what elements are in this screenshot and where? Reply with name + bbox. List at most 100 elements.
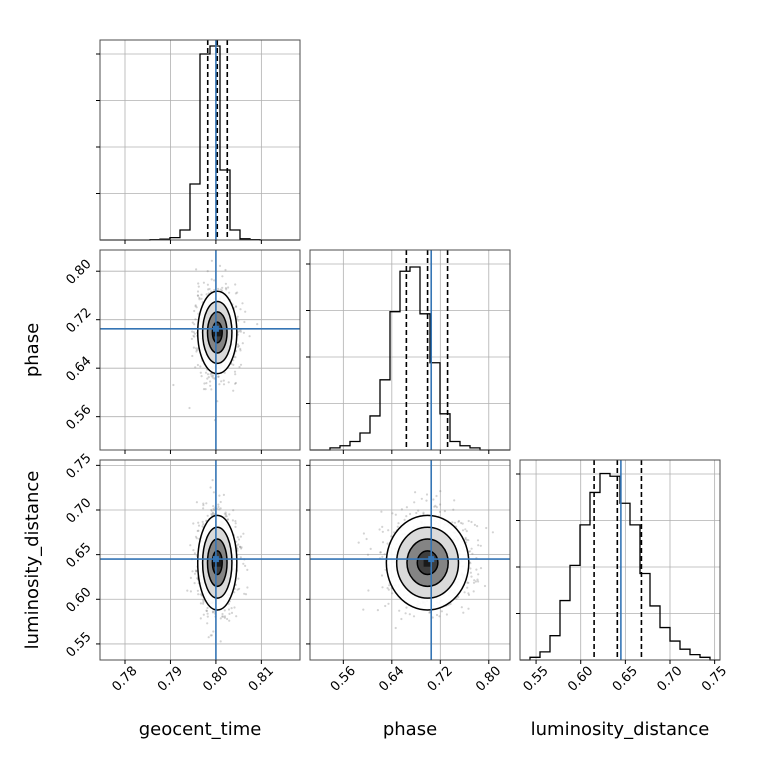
scatter-point — [235, 305, 238, 308]
scatter-point — [380, 574, 384, 577]
scatter-point — [485, 526, 488, 530]
contour-phase-geocent_time-0 — [196, 290, 238, 375]
scatter-point — [222, 493, 225, 496]
scatter-point — [397, 522, 400, 525]
scatter-point — [224, 515, 227, 518]
truth-layer — [100, 40, 622, 660]
scatter-point — [227, 286, 230, 289]
xtick-label-luminosity_distance-0: 0.55 — [521, 664, 552, 695]
scatter-point — [209, 384, 212, 387]
scatter-point — [202, 281, 205, 284]
scatter-point — [467, 607, 470, 610]
scatter-point — [199, 365, 202, 368]
scatter-point — [221, 612, 224, 616]
scatter-point — [238, 330, 241, 333]
scatter-point — [206, 377, 209, 380]
scatter-point — [467, 593, 471, 597]
scatter-point — [239, 347, 242, 350]
scatter-point — [464, 536, 467, 540]
scatter-point — [237, 538, 241, 541]
scatter-point — [237, 543, 240, 546]
scatter-point — [212, 630, 215, 633]
scatter-point — [244, 593, 248, 596]
scatter-point — [443, 510, 446, 513]
scatter-point — [206, 514, 209, 517]
scatter-point — [234, 522, 237, 525]
scatter-point — [194, 366, 197, 369]
scatter-point — [221, 286, 224, 289]
scatter-point — [209, 486, 212, 489]
scatter-point — [219, 500, 222, 504]
scatter-point — [206, 612, 209, 615]
scatter-point — [471, 552, 474, 555]
contour-luminosity_distance-phase-0 — [385, 514, 470, 611]
scatter-point — [207, 288, 210, 291]
scatter-point — [469, 567, 472, 570]
scatter-point — [470, 547, 473, 550]
scatter-point — [216, 400, 219, 403]
scatter-point — [463, 591, 466, 594]
scatter-point — [381, 541, 385, 544]
contour-layer — [196, 290, 470, 611]
scatter-point — [238, 545, 242, 548]
scatter-point — [467, 592, 470, 595]
scatter-point — [381, 586, 384, 589]
scatter-point — [223, 371, 226, 374]
scatter-point — [172, 383, 175, 387]
scatter-point — [201, 520, 204, 524]
contour-luminosity_distance-geocent_time-3 — [211, 550, 223, 576]
scatter-point — [453, 521, 457, 524]
scatter-point — [438, 615, 441, 618]
scatter-point — [206, 270, 209, 273]
scatter-point — [469, 550, 472, 553]
panel-frame-2-2 — [519, 459, 721, 661]
scatter-point — [384, 604, 387, 608]
scatter-point — [483, 584, 487, 588]
scatter-point — [217, 503, 220, 506]
scatter-point — [195, 501, 198, 504]
scatter-point — [457, 595, 460, 599]
scatter-point — [239, 330, 242, 333]
ytick-label-luminosity_distance-4: 0.75 — [64, 451, 95, 482]
scatter-point — [412, 615, 416, 618]
scatter-point — [202, 613, 205, 616]
scatter-point — [204, 371, 208, 374]
scatter-point — [194, 535, 198, 538]
ytick-label-luminosity_distance-0: 0.55 — [64, 629, 95, 660]
scatter-point — [213, 279, 216, 282]
scatter-point — [467, 581, 470, 585]
scatter-point — [234, 283, 237, 286]
scatter-point — [224, 268, 227, 272]
scatter-point — [206, 373, 210, 376]
density-peak-luminosity_distance-geocent_time — [213, 558, 222, 567]
scatter-point — [196, 294, 200, 297]
truth-marker-luminosity_distance-geocent_time — [212, 556, 219, 563]
tick-layer — [96, 53, 716, 664]
scatter-point — [236, 343, 239, 346]
scatter-point — [197, 524, 201, 527]
contour-phase-geocent_time-3 — [211, 321, 223, 344]
xtick-label-phase-0: 0.56 — [328, 664, 359, 695]
scatter-point — [476, 525, 479, 528]
scatter-point — [234, 525, 237, 529]
scatter-point — [192, 331, 195, 334]
scatter-point — [396, 525, 399, 528]
scatter-point — [190, 337, 193, 340]
scatter-point — [457, 519, 461, 523]
scatter-point — [460, 606, 463, 609]
scatter-point — [202, 504, 205, 507]
scatter-point — [195, 537, 198, 540]
scatter-point — [439, 503, 442, 506]
xtick-label-luminosity_distance-1: 0.60 — [565, 664, 596, 695]
scatter-point — [194, 304, 197, 307]
scatter-point — [449, 602, 452, 606]
xtick-label-geocent_time-0: 0.78 — [109, 664, 140, 695]
scatter-point — [218, 383, 221, 386]
x-axis-label-luminosity_distance: luminosity_distance — [531, 719, 710, 740]
scatter-point — [435, 613, 439, 617]
scatter-point — [422, 511, 425, 514]
scatter-point — [475, 568, 478, 571]
scatter-point — [219, 288, 222, 291]
scatter-point — [404, 612, 407, 615]
scatter-point — [381, 525, 384, 529]
